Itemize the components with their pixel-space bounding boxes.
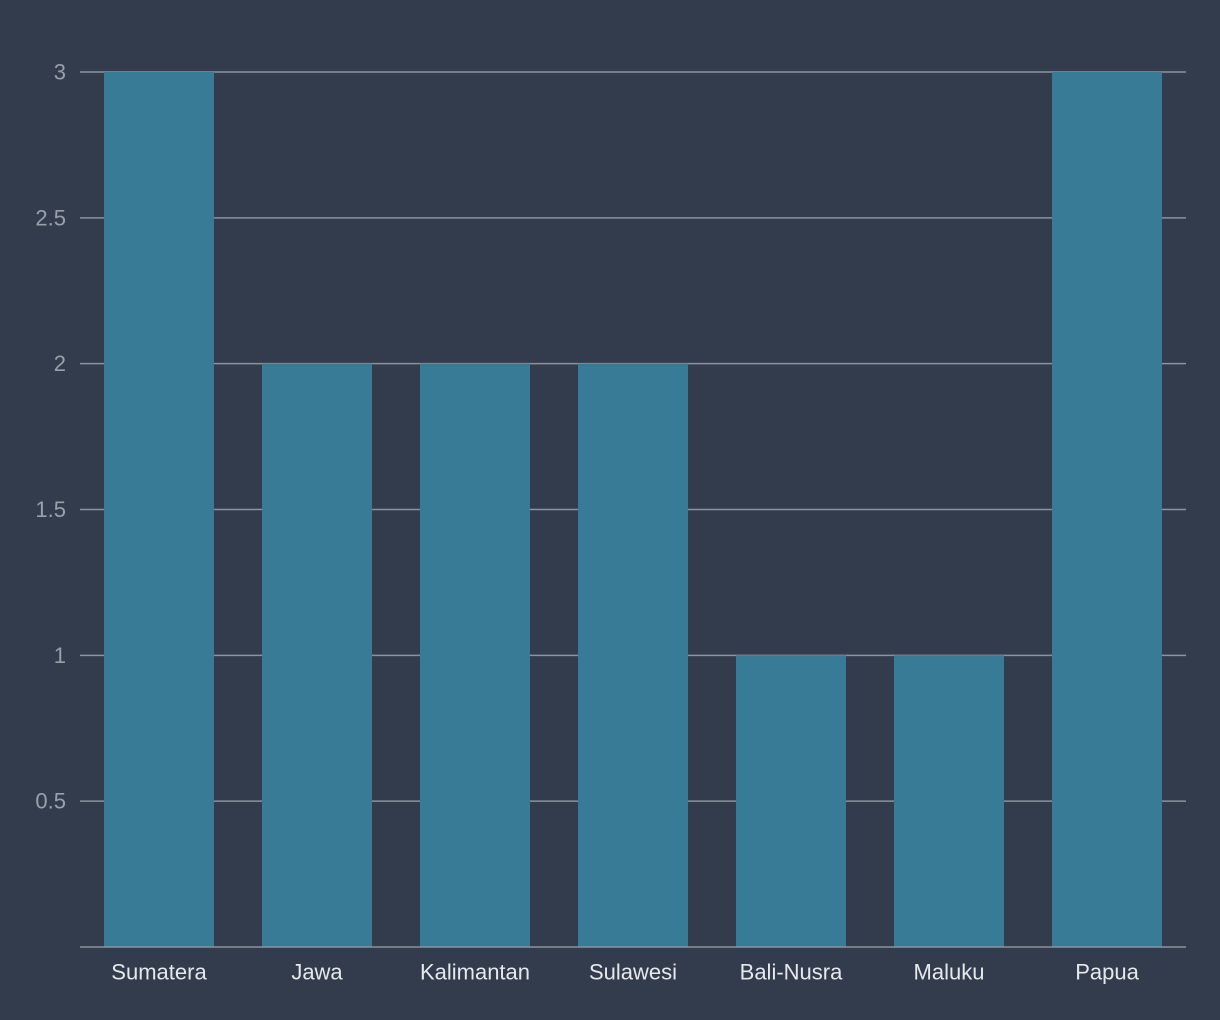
bar-sumatera[interactable] xyxy=(104,72,214,947)
y-tick-label: 2 xyxy=(54,351,66,376)
x-tick-label: Sulawesi xyxy=(589,960,677,985)
x-tick-label: Papua xyxy=(1075,960,1139,985)
bar-jawa[interactable] xyxy=(262,363,372,948)
bar-sulawesi[interactable] xyxy=(578,363,688,948)
bar-bali-nusra[interactable] xyxy=(736,655,846,947)
y-tick-label: 3 xyxy=(54,60,66,85)
bar-kalimantan[interactable] xyxy=(420,363,530,948)
y-tick-label: 1.5 xyxy=(35,497,66,522)
bar-papua[interactable] xyxy=(1052,72,1162,947)
x-tick-label: Jawa xyxy=(291,960,343,985)
bar-layer xyxy=(104,72,1162,948)
y-tick-label: 1 xyxy=(54,643,66,668)
y-tick-label: 2.5 xyxy=(35,205,66,230)
x-tick-label: Sumatera xyxy=(111,960,207,985)
y-tick-label: 0.5 xyxy=(35,789,66,814)
x-tick-label: Bali-Nusra xyxy=(740,960,843,985)
x-tick-label: Maluku xyxy=(914,960,985,985)
label-layer: 0.5 1 1.5 2 2.5 3 Sumatera Jawa Kalimantan Sulawe… xyxy=(35,60,1139,985)
bar-maluku[interactable] xyxy=(894,655,1004,947)
x-tick-label: Kalimantan xyxy=(420,960,530,985)
